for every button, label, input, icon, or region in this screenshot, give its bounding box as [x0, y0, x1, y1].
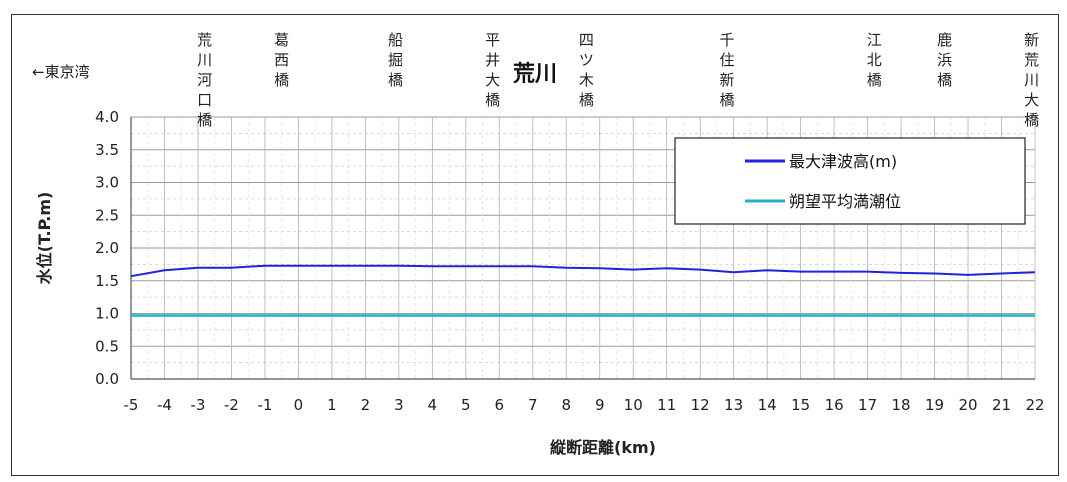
landmark-char: 住 — [719, 51, 734, 69]
landmark-char: 浜 — [937, 51, 952, 69]
x-tick-label: 2 — [361, 396, 371, 414]
landmark-char: ツ — [579, 51, 594, 69]
landmark-char: 橋 — [485, 91, 500, 109]
x-tick-label: 15 — [791, 396, 810, 414]
x-tick-label: 12 — [691, 396, 710, 414]
landmark-char: 橋 — [719, 91, 734, 109]
landmark-label: 江北橋 — [867, 31, 882, 89]
x-tick-label: -5 — [124, 396, 139, 414]
landmark-char: 江 — [867, 31, 882, 49]
legend: 最大津波高(m) 朔望平均満潮位 — [674, 137, 1026, 225]
series-line-0 — [130, 264, 1036, 278]
landmark-char: 四 — [579, 31, 594, 49]
landmark-char: 井 — [485, 51, 500, 69]
y-tick-label: 3.0 — [95, 174, 119, 192]
landmark-char: 橋 — [274, 71, 289, 89]
x-tick-label: 21 — [992, 396, 1011, 414]
landmark-char: 橋 — [388, 71, 403, 89]
x-tick-label: 20 — [958, 396, 977, 414]
chart-frame: 0.0 0.5 1.0 1.5 2.0 2.5 3.0 3.5 4.0 -5 -4 -3 -2 -1 0 1 2… — [11, 14, 1059, 476]
chart-svg: 0.00.51.01.52.02.53.03.54.0-5 -4 -3 -2 -1 0 1 2… — [32, 31, 1045, 457]
x-tick-label: 8 — [561, 396, 571, 414]
x-tick-label: -3 — [190, 396, 205, 414]
landmark-char: 大 — [1024, 91, 1039, 109]
y-tick-label: 0.5 — [95, 337, 119, 355]
x-tick-label: 11 — [657, 396, 676, 414]
landmark-char: 平 — [485, 31, 500, 49]
landmark-char: 橋 — [197, 111, 212, 129]
landmark-char: 河 — [197, 71, 212, 89]
x-tick-label: 10 — [624, 396, 643, 414]
landmark-char: 船 — [388, 31, 403, 49]
x-tick-label: -4 — [157, 396, 172, 414]
x-tick-label: 3 — [394, 396, 404, 414]
series-layer — [130, 264, 1036, 317]
x-tick-label: 4 — [428, 396, 438, 414]
landmark-label: 船掘橋 — [388, 31, 403, 89]
landmark-char: 橋 — [937, 71, 952, 89]
x-tick-label: 9 — [595, 396, 605, 414]
landmark-char: 口 — [197, 91, 212, 109]
y-tick-label: 1.0 — [95, 305, 119, 323]
y-tick-label: 3.5 — [95, 141, 119, 159]
y-tick-label: 4.0 — [95, 108, 119, 126]
y-tick-label: 0.0 — [95, 370, 119, 388]
x-tick-label: 18 — [892, 396, 911, 414]
x-tick-label: 7 — [528, 396, 538, 414]
x-tick-label: 19 — [925, 396, 944, 414]
x-tick-label: 17 — [858, 396, 877, 414]
landmark-label: 鹿浜橋 — [937, 31, 952, 89]
x-tick-label: 5 — [461, 396, 471, 414]
landmark-char: 葛 — [274, 31, 289, 49]
landmark-char: 橋 — [867, 71, 882, 89]
chart-title: 荒川 — [513, 62, 557, 87]
x-tick-label: 1 — [327, 396, 337, 414]
x-tick-label: 6 — [495, 396, 505, 414]
x-tick-label: 14 — [758, 396, 777, 414]
landmark-char: 鹿 — [937, 31, 952, 49]
landmark-char: 木 — [579, 71, 594, 89]
y-tick-label: 2.0 — [95, 239, 119, 257]
x-tick-label: 16 — [825, 396, 844, 414]
x-tick-label: 13 — [724, 396, 743, 414]
landmark-char: 北 — [867, 51, 882, 69]
landmark-label: 葛西橋 — [274, 31, 289, 89]
landmark-char: 新 — [719, 71, 734, 89]
x-tick-label: 22 — [1025, 396, 1044, 414]
legend-label-0: 最大津波高(m) — [789, 152, 897, 171]
x-tick-label: 0 — [294, 396, 304, 414]
landmark-char: 川 — [1024, 71, 1039, 89]
y-tick-label: 2.5 — [95, 206, 119, 224]
legend-box — [674, 137, 1026, 225]
landmark-char: 橋 — [1024, 111, 1039, 129]
landmark-char: 川 — [197, 51, 212, 69]
landmark-char: 橋 — [579, 91, 594, 109]
landmark-char: 荒 — [197, 31, 212, 49]
x-tick-label: -1 — [257, 396, 272, 414]
direction-note: ←東京湾 — [32, 63, 90, 81]
y-tick-label: 1.5 — [95, 272, 119, 290]
landmark-char: 新 — [1024, 31, 1039, 49]
landmark-char: 荒 — [1024, 51, 1039, 69]
landmark-char: 西 — [274, 51, 289, 69]
landmark-char: 千 — [719, 31, 734, 49]
landmark-char: 大 — [485, 71, 500, 89]
legend-label-1: 朔望平均満潮位 — [789, 192, 901, 211]
x-tick-label: -2 — [224, 396, 239, 414]
axes: 0.00.51.01.52.02.53.03.54.0-5 -4 -3 -2 -1 0 1 2… — [95, 108, 1044, 414]
y-axis-title: 水位(T.P.m) — [35, 192, 54, 285]
landmark-char: 掘 — [388, 51, 403, 69]
x-axis-title: 縦断距離(km) — [550, 438, 656, 457]
